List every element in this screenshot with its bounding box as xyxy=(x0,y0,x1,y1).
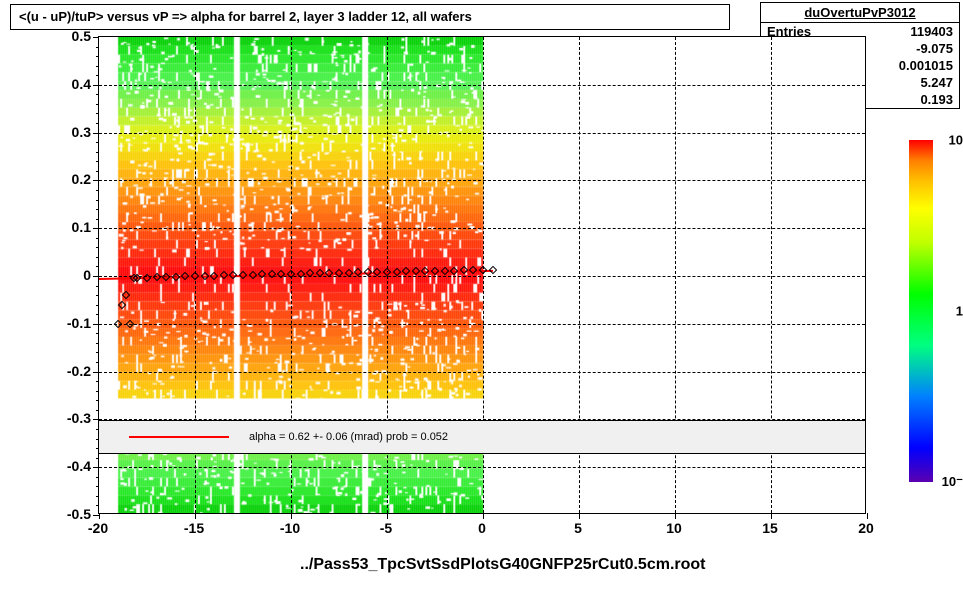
y-minor-tick xyxy=(96,266,99,267)
y-minor-tick xyxy=(96,286,99,287)
y-minor-tick xyxy=(96,47,99,48)
y-tick-label: 0.1 xyxy=(31,219,91,235)
grid-h xyxy=(99,228,865,229)
y-tick xyxy=(93,133,99,134)
y-tick-label: -0.4 xyxy=(31,458,91,474)
grid-h xyxy=(99,324,865,325)
stats-name: duOvertuPvP3012 xyxy=(761,3,959,23)
y-minor-tick xyxy=(96,314,99,315)
stats-meanx-value: -9.075 xyxy=(916,41,953,56)
x-tick xyxy=(195,513,196,519)
y-tick xyxy=(93,180,99,181)
y-minor-tick xyxy=(96,295,99,296)
y-minor-tick xyxy=(96,238,99,239)
y-minor-tick xyxy=(96,410,99,411)
y-minor-tick xyxy=(96,190,99,191)
y-minor-tick xyxy=(96,381,99,382)
y-minor-tick xyxy=(96,247,99,248)
colorbar-tick-label: 10⁻ xyxy=(942,474,963,490)
y-tick-label: 0.2 xyxy=(31,171,91,187)
x-tick xyxy=(483,513,484,519)
x-tick xyxy=(291,513,292,519)
y-tick-label: 0.5 xyxy=(31,28,91,44)
y-minor-tick xyxy=(96,209,99,210)
y-minor-tick xyxy=(96,305,99,306)
y-minor-tick xyxy=(96,94,99,95)
y-minor-tick xyxy=(96,75,99,76)
x-tick-label: 20 xyxy=(858,520,874,536)
y-minor-tick xyxy=(96,104,99,105)
y-tick-label: 0.3 xyxy=(31,124,91,140)
y-minor-tick xyxy=(96,343,99,344)
x-tick xyxy=(99,513,100,519)
y-minor-tick xyxy=(96,66,99,67)
grid-h xyxy=(99,467,865,468)
y-tick xyxy=(93,467,99,468)
x-tick xyxy=(675,513,676,519)
y-minor-tick xyxy=(96,219,99,220)
y-minor-tick xyxy=(96,171,99,172)
y-tick-label: -0.2 xyxy=(31,363,91,379)
y-minor-tick xyxy=(96,152,99,153)
x-tick-label: 10 xyxy=(666,520,682,536)
y-tick-label: -0.1 xyxy=(31,315,91,331)
stats-meany-value: 0.001015 xyxy=(899,58,953,73)
y-minor-tick xyxy=(96,505,99,506)
x-tick xyxy=(771,513,772,519)
x-tick-label: 0 xyxy=(478,520,486,536)
y-minor-tick xyxy=(96,400,99,401)
y-minor-tick xyxy=(96,352,99,353)
y-tick-label: 0.4 xyxy=(31,76,91,92)
y-minor-tick xyxy=(96,161,99,162)
stats-rmsy-value: 0.193 xyxy=(920,92,953,107)
y-minor-tick xyxy=(96,496,99,497)
y-minor-tick xyxy=(96,56,99,57)
y-tick xyxy=(93,85,99,86)
legend-line-sample xyxy=(129,436,229,438)
y-tick xyxy=(93,276,99,277)
x-tick-label: -10 xyxy=(280,520,300,536)
y-minor-tick xyxy=(96,200,99,201)
y-tick xyxy=(93,324,99,325)
y-minor-tick xyxy=(96,123,99,124)
y-tick xyxy=(93,228,99,229)
x-tick-label: -20 xyxy=(88,520,108,536)
y-minor-tick xyxy=(96,486,99,487)
y-minor-tick xyxy=(96,477,99,478)
fit-legend: alpha = 0.62 +- 0.06 (mrad) prob = 0.052 xyxy=(98,420,866,454)
y-minor-tick xyxy=(96,113,99,114)
colorbar-tick-label: 10 xyxy=(949,133,963,148)
x-tick xyxy=(579,513,580,519)
plot-title: <(u - uP)/tuP> versus vP => alpha for ba… xyxy=(10,4,730,30)
y-tick-label: 0 xyxy=(31,267,91,283)
y-tick-label: -0.3 xyxy=(31,410,91,426)
y-minor-tick xyxy=(96,333,99,334)
y-tick xyxy=(93,37,99,38)
y-tick xyxy=(93,372,99,373)
x-tick-label: -15 xyxy=(184,520,204,536)
x-tick-label: -5 xyxy=(380,520,392,536)
y-minor-tick xyxy=(96,362,99,363)
colorbar xyxy=(909,140,933,482)
file-label: ../Pass53_TpcSvtSsdPlotsG40GNFP25rCut0.5… xyxy=(300,556,705,574)
grid-h xyxy=(99,133,865,134)
stats-rmsx-value: 5.247 xyxy=(920,75,953,90)
y-minor-tick xyxy=(96,142,99,143)
grid-h xyxy=(99,372,865,373)
x-tick-label: 5 xyxy=(574,520,582,536)
colorbar-tick-label: 1 xyxy=(956,304,963,319)
grid-h xyxy=(99,85,865,86)
y-tick-label: -0.5 xyxy=(31,506,91,522)
grid-h xyxy=(99,180,865,181)
y-minor-tick xyxy=(96,257,99,258)
x-tick xyxy=(867,513,868,519)
legend-text: alpha = 0.62 +- 0.06 (mrad) prob = 0.052 xyxy=(249,431,448,443)
y-minor-tick xyxy=(96,458,99,459)
x-tick-label: 15 xyxy=(762,520,778,536)
y-minor-tick xyxy=(96,391,99,392)
stats-entries-value: 119403 xyxy=(910,24,953,39)
x-tick xyxy=(387,513,388,519)
